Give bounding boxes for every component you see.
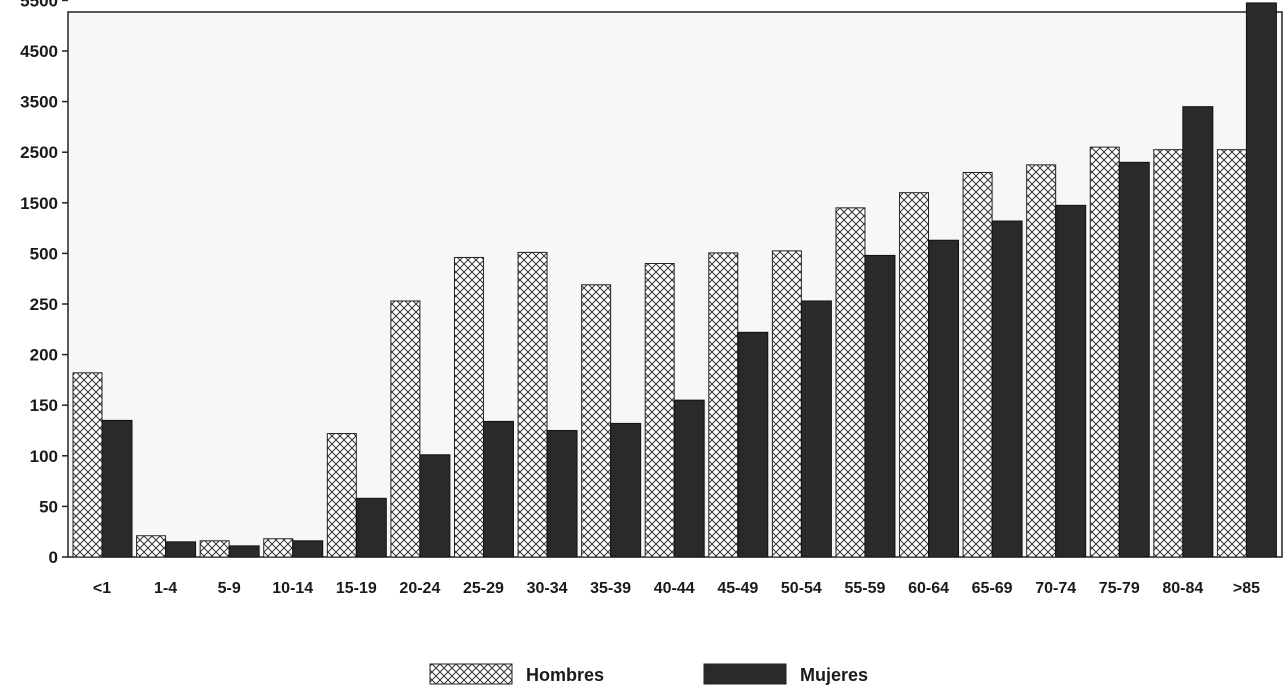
bar-hombres <box>517 251 548 558</box>
x-tick-label: 55-59 <box>844 580 885 597</box>
bar-hombres <box>390 300 421 558</box>
bar-mujeres <box>1118 161 1150 558</box>
y-tick-label: 150 <box>30 396 58 415</box>
x-axis: <1 1-4 5-9 10-14 15-19 20-24 25-29 30-34 35-39 40… <box>93 580 1260 597</box>
bar-hombres <box>136 535 167 558</box>
x-tick-label: 45-49 <box>717 580 758 597</box>
x-tick-label: 65-69 <box>972 580 1013 597</box>
bar-mujeres <box>1182 106 1214 558</box>
y-axis: 0 50 100 150 200 250 500 1500 2500 3500 4500 5500 <box>20 0 68 567</box>
y-tick-label: 250 <box>30 295 58 314</box>
x-tick-label: 5-9 <box>218 580 241 597</box>
bar-mujeres <box>800 300 832 558</box>
bar-mujeres <box>419 454 451 558</box>
x-tick-label: <1 <box>93 580 111 597</box>
bar-hombres <box>199 540 230 558</box>
bar-hombres <box>1216 149 1247 558</box>
legend-label-hombres: Hombres <box>526 665 604 685</box>
legend-label-mujeres: Mujeres <box>800 665 868 685</box>
bar-hombres <box>644 263 675 558</box>
y-tick-label: 0 <box>49 548 58 567</box>
bar-mujeres <box>228 545 260 558</box>
bar-mujeres <box>101 419 133 558</box>
bar-hombres <box>1153 149 1184 558</box>
y-tick-label: 1500 <box>20 194 58 213</box>
y-tick-label: 500 <box>30 244 58 263</box>
x-tick-label: 10-14 <box>272 580 313 597</box>
x-tick-label: >85 <box>1233 580 1260 597</box>
bar-mujeres <box>292 540 324 558</box>
x-tick-label: 25-29 <box>463 580 504 597</box>
bar-mujeres <box>1245 2 1277 558</box>
y-tick-label: 100 <box>30 447 58 466</box>
legend: Hombres Mujeres <box>429 663 868 685</box>
bar-hombres <box>581 284 612 558</box>
bar-hombres <box>72 372 103 558</box>
y-tick-label: 200 <box>30 346 58 365</box>
x-tick-label: 80-84 <box>1162 580 1203 597</box>
bar-hombres <box>1089 146 1120 558</box>
x-tick-label: 30-34 <box>527 580 568 597</box>
x-tick-label: 75-79 <box>1099 580 1140 597</box>
legend-swatch-mujeres <box>703 663 787 685</box>
x-tick-label: 1-4 <box>154 580 177 597</box>
bar-hombres <box>962 171 993 558</box>
bar-mujeres <box>165 541 197 558</box>
bars <box>72 2 1277 558</box>
x-tick-label: 15-19 <box>336 580 377 597</box>
bar-hombres <box>835 207 866 558</box>
bar-mujeres <box>546 430 578 558</box>
bar-mujeres <box>991 220 1023 558</box>
x-tick-label: 60-64 <box>908 580 949 597</box>
bar-hombres <box>263 538 294 558</box>
bar-mujeres <box>737 331 769 558</box>
bar-mujeres <box>864 254 896 558</box>
bar-mujeres <box>1055 204 1087 558</box>
bar-mujeres <box>610 422 642 558</box>
x-tick-label: 50-54 <box>781 580 822 597</box>
y-tick-label: 5500 <box>20 0 58 10</box>
bar-mujeres <box>355 497 387 558</box>
bar-hombres <box>708 252 739 558</box>
bar-hombres <box>326 433 357 558</box>
y-tick-label: 3500 <box>20 93 58 112</box>
bar-mujeres <box>482 420 514 558</box>
bar-hombres <box>771 250 802 558</box>
y-tick-label: 50 <box>39 497 58 516</box>
bar-mujeres <box>673 399 705 558</box>
bar-hombres <box>1026 164 1057 558</box>
y-tick-label: 4500 <box>20 42 58 61</box>
x-tick-label: 35-39 <box>590 580 631 597</box>
y-tick-label: 2500 <box>20 143 58 162</box>
bar-hombres <box>899 192 930 558</box>
bar-hombres <box>453 256 484 558</box>
x-tick-label: 40-44 <box>654 580 695 597</box>
x-tick-label: 70-74 <box>1035 580 1076 597</box>
bar-mujeres <box>928 239 960 558</box>
legend-swatch-hombres <box>429 663 513 685</box>
x-tick-label: 20-24 <box>399 580 440 597</box>
